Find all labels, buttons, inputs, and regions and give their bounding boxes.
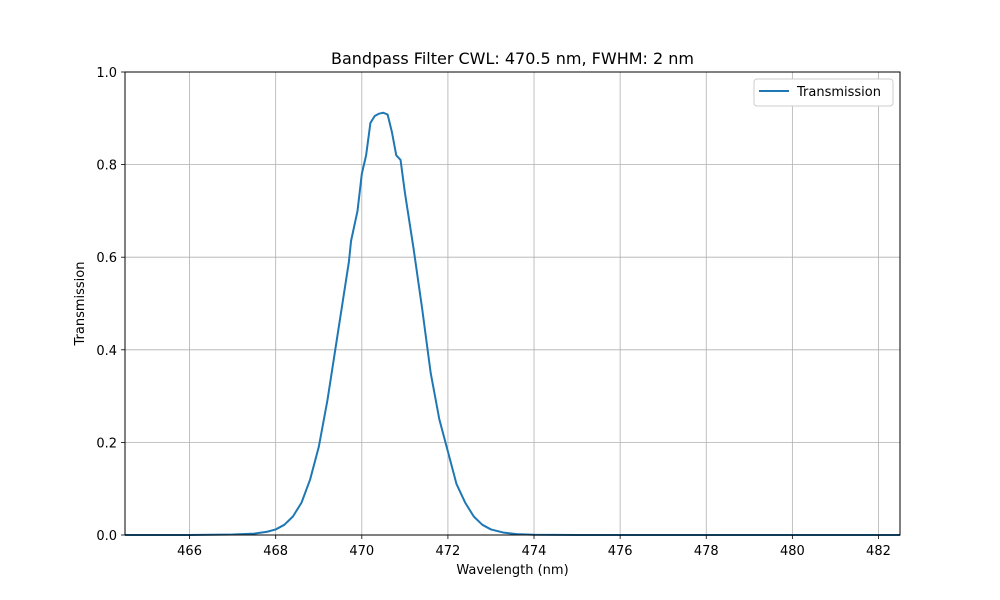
legend-box (753, 78, 894, 107)
x-tick-label: 470 (349, 544, 374, 559)
ticks: 466 468 470 472 474 476 478 480 482 0.0 0.2 0.4 0.6 0… (96, 66, 891, 559)
x-tick-label: 476 (608, 544, 633, 559)
x-tick-label: 474 (522, 544, 547, 559)
plot-frame (124, 71, 901, 536)
chart-title: Bandpass Filter CWL: 470.5 nm, FWHM: 2 n… (331, 49, 694, 68)
y-tick-label: 0.8 (96, 159, 117, 174)
y-tick-label: 1.0 (96, 66, 117, 81)
x-tick-label: 478 (694, 544, 719, 559)
legend-label: Transmission (796, 85, 881, 100)
plot-area (125, 111, 900, 536)
x-tick-label: 466 (177, 544, 202, 559)
x-tick-label: 480 (780, 544, 805, 559)
x-tick-label: 472 (436, 544, 461, 559)
x-tick-label: 482 (866, 544, 891, 559)
x-axis-title: Wavelength (nm) (456, 563, 568, 578)
y-tick-label: 0.2 (96, 436, 117, 451)
y-tick-label: 0.0 (96, 529, 117, 544)
x-tick-label: 468 (263, 544, 288, 559)
y-tick-label: 0.4 (96, 344, 117, 359)
legend: Transmission (753, 78, 894, 107)
y-axis-title: Transmission (73, 262, 88, 347)
series-line-transmission (125, 111, 900, 536)
y-tick-label: 0.6 (96, 251, 117, 266)
